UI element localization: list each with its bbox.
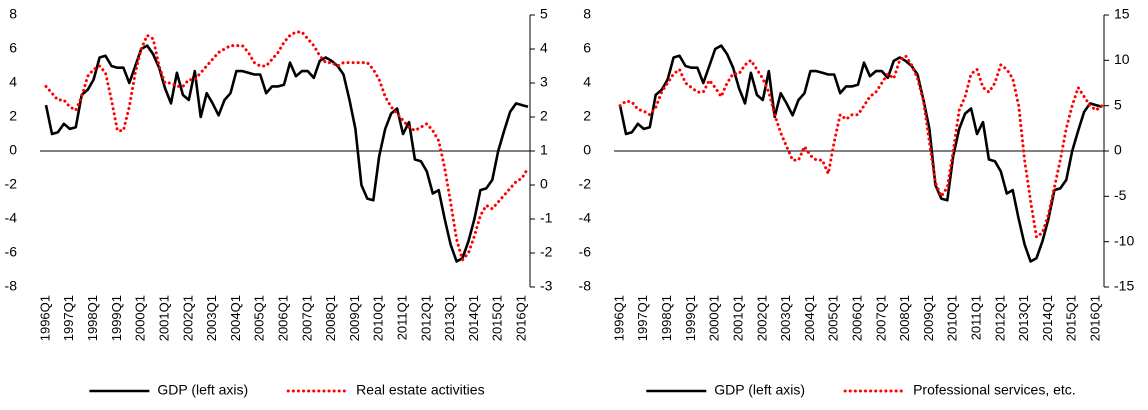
y2-tick-label: 15 (1114, 6, 1130, 22)
x-tick-label: 2014Q1 (1040, 295, 1055, 341)
y2-tick-label: 4 (540, 40, 548, 56)
x-tick-label: 2006Q1 (849, 295, 864, 341)
y-tick-label: 6 (583, 40, 591, 56)
y2-tick-label: 5 (1114, 96, 1122, 112)
y2-tick-label: 2 (540, 108, 548, 124)
x-tick-label: 2000Q1 (707, 295, 722, 341)
y-tick-label: -2 (5, 176, 18, 192)
x-tick-label: 2009Q1 (347, 295, 362, 341)
x-tick-label: 1998Q1 (85, 295, 100, 341)
legend-label: GDP (left axis) (714, 382, 805, 398)
x-tick-label: 2005Q1 (252, 295, 267, 341)
x-tick-label: 2001Q1 (156, 295, 171, 341)
y-tick-label: -6 (5, 244, 18, 260)
x-tick-label: 2006Q1 (275, 295, 290, 341)
x-tick-label: 2012Q1 (992, 295, 1007, 341)
y2-tick-label: -2 (540, 244, 553, 260)
x-tick-label: 1996Q1 (37, 295, 52, 341)
x-tick-label: 2014Q1 (466, 295, 481, 341)
x-tick-label: 1996Q1 (611, 295, 626, 341)
x-tick-label: 2009Q1 (921, 295, 936, 341)
x-tick-label: 2010Q1 (371, 295, 386, 341)
x-tick-label: 2004Q1 (228, 295, 243, 341)
series-line (44, 30, 530, 262)
y2-tick-label: -1 (540, 210, 553, 226)
y2-tick-label: 1 (540, 142, 548, 158)
y-tick-label: -2 (579, 176, 592, 192)
series-line (618, 44, 1103, 263)
x-tick-label: 2001Q1 (730, 295, 745, 341)
legend-label: GDP (left axis) (157, 382, 248, 398)
x-tick-label: 2015Q1 (490, 295, 505, 341)
series-line (44, 44, 529, 263)
legend-label: Real estate activities (356, 382, 484, 398)
x-tick-label: 2013Q1 (1016, 295, 1031, 341)
y-tick-label: 2 (583, 108, 591, 124)
x-tick-label: 2011Q1 (968, 295, 983, 340)
x-tick-label: 2015Q1 (1064, 295, 1079, 341)
y-tick-label: -8 (5, 278, 18, 294)
x-tick-label: 2008Q1 (323, 295, 338, 341)
x-tick-label: 2005Q1 (826, 295, 841, 341)
y2-tick-label: 0 (1114, 142, 1122, 158)
x-tick-label: 2003Q1 (778, 295, 793, 341)
y-tick-label: 8 (583, 6, 591, 22)
y2-tick-label: 5 (540, 6, 548, 22)
legend-label: Professional services, etc. (913, 382, 1076, 398)
x-tick-label: 2013Q1 (442, 295, 457, 341)
x-tick-label: 2011Q1 (394, 295, 409, 340)
y2-tick-label: -5 (1114, 187, 1127, 203)
y-tick-label: 8 (9, 6, 17, 22)
y-tick-label: 0 (583, 142, 591, 158)
y-tick-label: 4 (9, 74, 17, 90)
y2-tick-label: -3 (540, 278, 553, 294)
x-tick-label: 2000Q1 (133, 295, 148, 341)
x-tick-label: 1998Q1 (659, 295, 674, 341)
x-tick-label: 2016Q1 (513, 295, 528, 341)
x-tick-label: 1999Q1 (683, 295, 698, 341)
x-tick-label: 1999Q1 (109, 295, 124, 341)
y-tick-label: 2 (9, 108, 17, 124)
y2-tick-label: 0 (540, 176, 548, 192)
x-tick-label: 2004Q1 (802, 295, 817, 341)
x-tick-label: 2002Q1 (180, 295, 195, 341)
y2-tick-label: -10 (1114, 232, 1134, 248)
x-tick-label: 2003Q1 (204, 295, 219, 341)
x-tick-label: 2002Q1 (754, 295, 769, 341)
x-tick-label: 2007Q1 (873, 295, 888, 341)
x-tick-label: 2007Q1 (299, 295, 314, 341)
x-tick-label: 1997Q1 (635, 295, 650, 341)
y-tick-label: -6 (579, 244, 592, 260)
x-tick-label: 1997Q1 (61, 295, 76, 341)
series-line (618, 54, 1104, 239)
y-tick-label: 0 (9, 142, 17, 158)
y-tick-label: 6 (9, 40, 17, 56)
y-tick-label: -4 (5, 210, 18, 226)
x-tick-label: 2012Q1 (418, 295, 433, 341)
x-tick-label: 2010Q1 (945, 295, 960, 341)
y2-tick-label: -15 (1114, 278, 1134, 294)
y2-tick-label: 10 (1114, 51, 1130, 67)
y2-tick-label: 3 (540, 74, 548, 90)
x-tick-label: 2016Q1 (1087, 295, 1102, 341)
y-tick-label: 4 (583, 74, 591, 90)
x-tick-label: 2008Q1 (897, 295, 912, 341)
y-tick-label: -4 (579, 210, 592, 226)
y-tick-label: -8 (579, 278, 592, 294)
